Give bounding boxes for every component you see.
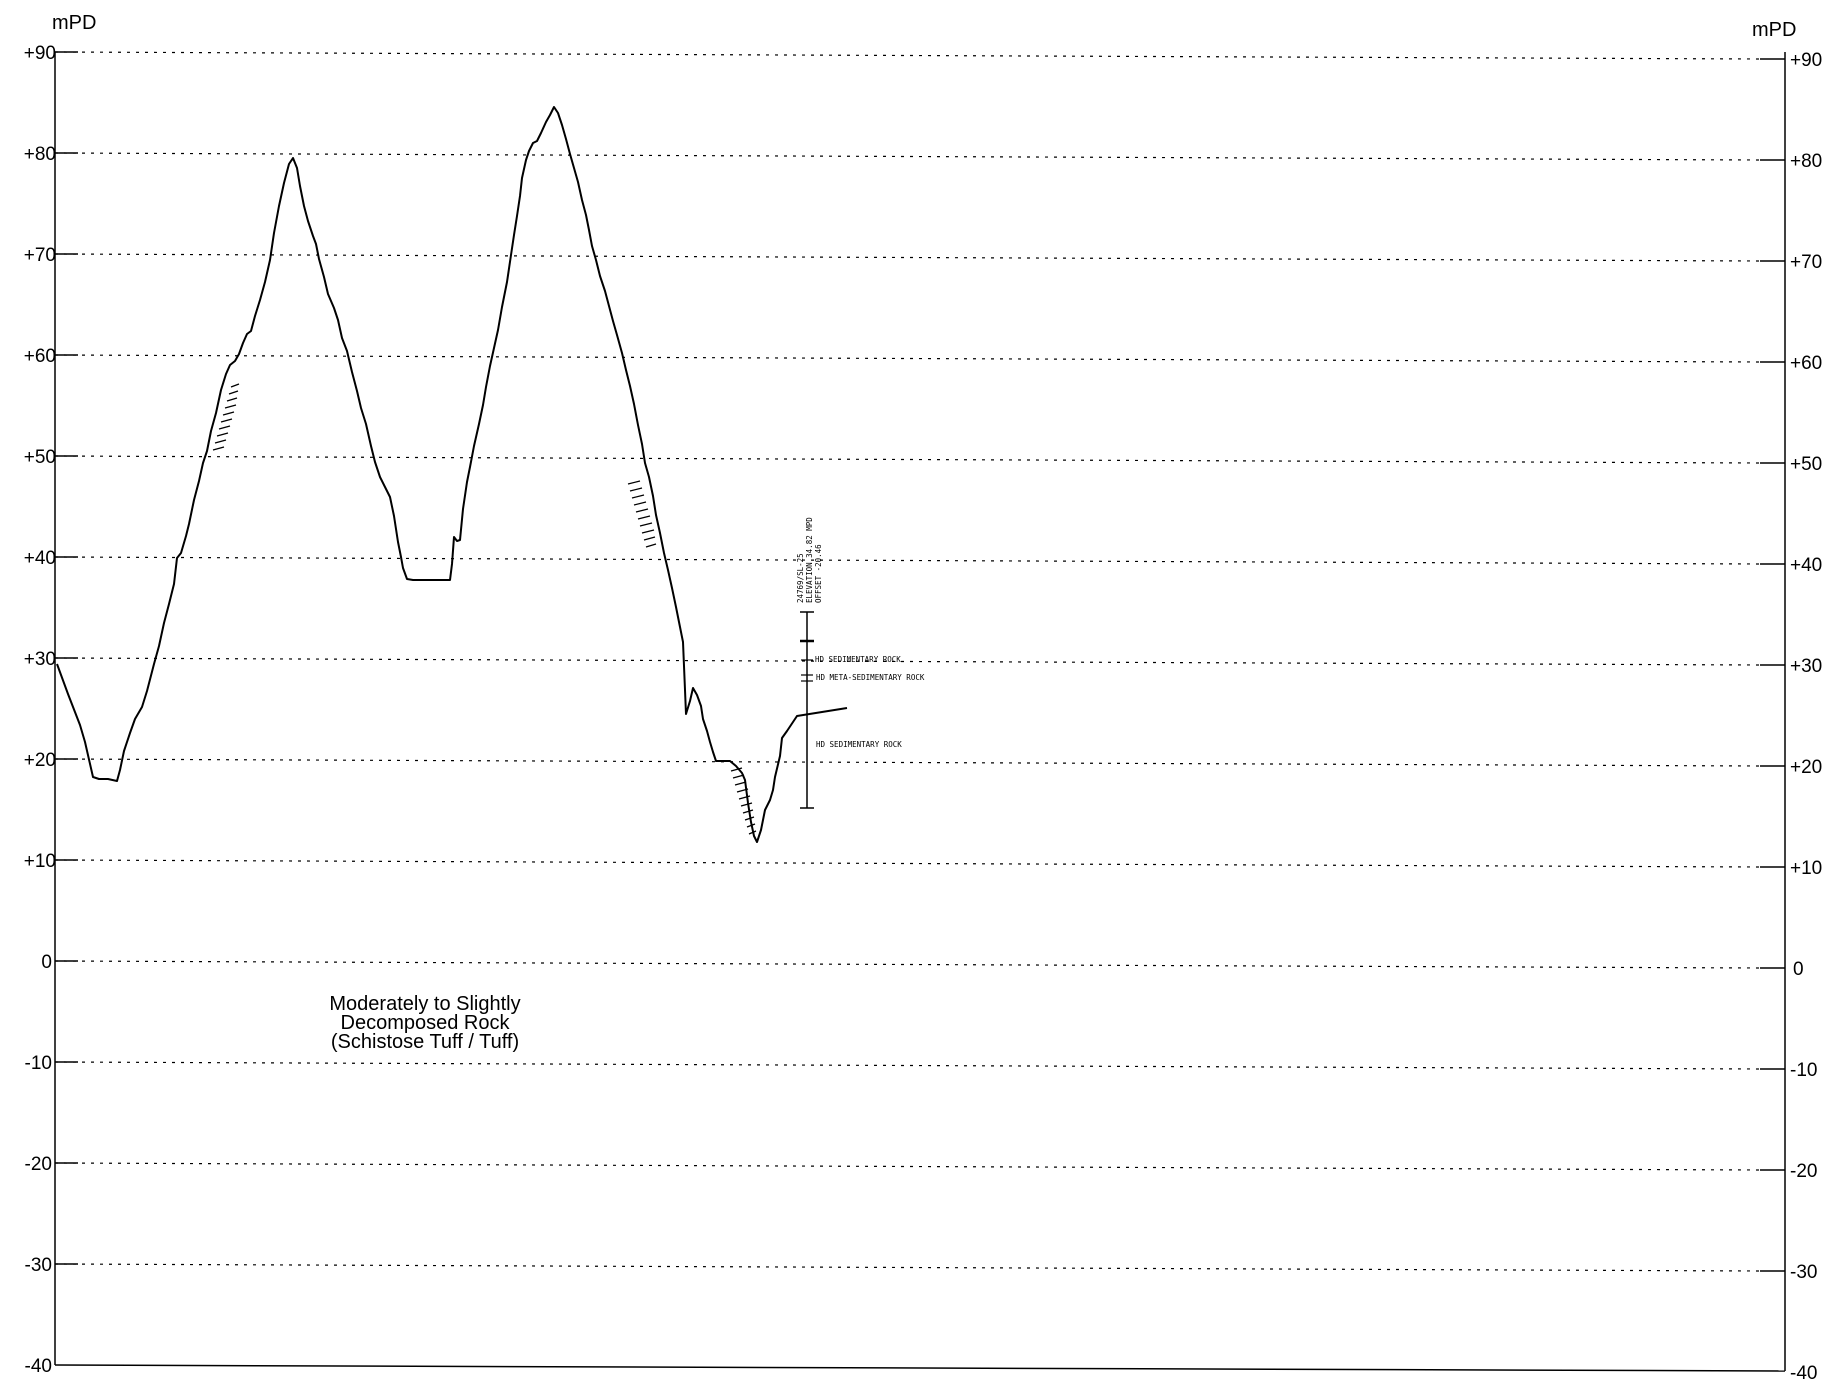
left-tick-labels: +90 +80 +70 +60 +50 +40 +30 +20 +10 0 -1… <box>24 43 56 1377</box>
right-tick-label: +90 <box>1790 50 1822 71</box>
borehole-log: 24769/SL-25 ELEVATION 34.82 MPD OFFSET -… <box>796 517 925 809</box>
elevation-gridline <box>54 253 1761 262</box>
annotation-line: Decomposed Rock <box>341 1012 511 1034</box>
borehole-id: 24769/SL-25 <box>796 553 805 603</box>
left-tick-label: 0 <box>41 952 52 973</box>
right-tick-label: +80 <box>1790 151 1822 172</box>
left-unit-label: mPD <box>52 12 96 34</box>
elevation-gridline <box>54 960 1761 969</box>
left-tick-label: +30 <box>24 649 56 670</box>
left-tick-label: -30 <box>25 1255 52 1276</box>
right-tick-label: -10 <box>1790 1060 1817 1081</box>
left-tick-label: +50 <box>24 447 56 468</box>
hatch-zone <box>212 383 240 451</box>
left-tick-label: +60 <box>24 346 56 367</box>
elevation-gridline <box>54 152 1761 161</box>
elevation-gridline <box>54 1263 1761 1272</box>
elevation-gridline <box>54 758 1761 767</box>
elevation-gridline <box>54 51 1761 60</box>
right-tick-label: +20 <box>1790 757 1822 778</box>
elevation-gridlines <box>54 51 1785 1272</box>
hatch-zone <box>627 480 657 548</box>
left-tick-label: -20 <box>25 1154 52 1175</box>
left-tick-label: -40 <box>25 1356 52 1377</box>
right-tick-label: +60 <box>1790 353 1822 374</box>
elevation-gridline <box>54 1162 1761 1171</box>
borehole-offset: OFFSET -20.46 <box>814 544 823 603</box>
right-tick-label: -20 <box>1790 1161 1817 1182</box>
right-tick-label: +10 <box>1790 858 1822 879</box>
annotation-line: (Schistose Tuff / Tuff) <box>331 1031 519 1053</box>
right-tick-label: +50 <box>1790 454 1822 475</box>
hatch-zone <box>730 767 757 835</box>
right-tick-label: -30 <box>1790 1262 1817 1283</box>
borehole-layer-label: HD SEDIMENTARY ROCK <box>815 655 901 664</box>
elevation-gridline <box>54 354 1761 363</box>
right-tick-label: +70 <box>1790 252 1822 273</box>
borehole-layer-label: HD META-SEDIMENTARY ROCK <box>816 673 925 682</box>
right-tick-labels: +90 +80 +70 +60 +50 +40 +30 +20 +10 0 -1… <box>1790 50 1822 1383</box>
left-tick-label: +90 <box>24 43 56 64</box>
borehole-layer-label: HD SEDIMENTARY ROCK <box>816 740 902 749</box>
elevation-gridline <box>54 455 1761 464</box>
elevation-gridline <box>54 859 1761 868</box>
bottom-baseline <box>54 1364 1786 1372</box>
right-tick-label: +40 <box>1790 555 1822 576</box>
ground-profile-line <box>56 106 848 843</box>
elevation-gridline <box>54 556 1761 565</box>
left-tick-label: +20 <box>24 750 56 771</box>
right-tick-label: -40 <box>1790 1363 1817 1383</box>
right-unit-label: mPD <box>1752 19 1796 41</box>
annotation-line: Moderately to Slightly <box>329 993 520 1015</box>
left-tick-label: +70 <box>24 245 56 266</box>
left-tick-label: +10 <box>24 851 56 872</box>
elevation-gridline <box>54 657 1761 666</box>
right-tick-label: +30 <box>1790 656 1822 677</box>
borehole-elevation: ELEVATION 34.82 MPD <box>805 517 814 603</box>
left-tick-label: +80 <box>24 144 56 165</box>
geology-annotation: Moderately to Slightly Decomposed Rock (… <box>329 993 520 1053</box>
left-tick-label: -10 <box>25 1053 52 1074</box>
elevation-gridline <box>54 1061 1761 1070</box>
right-tick-label: 0 <box>1793 959 1804 980</box>
left-tick-label: +40 <box>24 548 56 569</box>
